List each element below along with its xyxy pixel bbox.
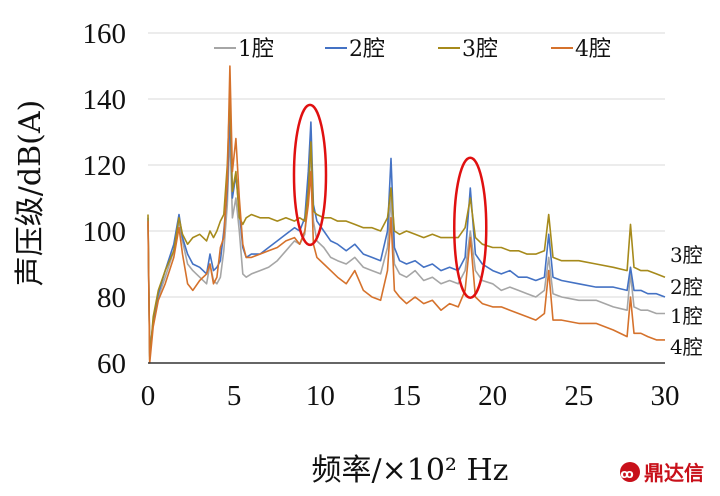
series-line-3 — [147, 91, 666, 361]
x-tick-label: 0 — [141, 380, 156, 412]
y-tick-labels: 60 80 100 120 140 160 — [83, 18, 127, 380]
legend-label: 3腔 — [462, 37, 498, 62]
legend-label: 2腔 — [349, 37, 385, 62]
y-tick-label: 80 — [97, 282, 126, 314]
gridlines — [148, 32, 665, 298]
x-tick-label: 25 — [564, 380, 593, 412]
x-tick-label: 5 — [227, 380, 242, 412]
x-tick-label: 15 — [392, 380, 421, 412]
y-tick-label: 120 — [83, 150, 127, 182]
x-tick-label: 10 — [306, 380, 335, 412]
series-end-label: 1腔 — [670, 304, 703, 328]
series-line-2 — [147, 111, 666, 358]
x-tick-label: 20 — [478, 380, 507, 412]
series-lines — [147, 65, 666, 364]
y-tick-label: 60 — [97, 348, 126, 380]
series-end-label: 3腔 — [670, 243, 703, 267]
highlight-ellipse-1 — [292, 103, 328, 247]
x-axis-title: 频率/×10² Hz — [312, 453, 509, 488]
watermark-logo-icon — [620, 462, 640, 482]
series-end-labels: 1腔 2腔 3腔 4腔 — [670, 243, 703, 359]
y-tick-label: 160 — [83, 18, 127, 50]
highlight-ellipses — [292, 103, 488, 299]
legend-label: 4腔 — [575, 37, 611, 62]
legend: 1腔 2腔 3腔 4腔 — [214, 37, 611, 62]
legend-label: 1腔 — [238, 37, 274, 62]
y-tick-label: 140 — [83, 84, 127, 116]
y-tick-label: 100 — [83, 216, 127, 248]
watermark: ꝏ 鼎达信 — [620, 461, 704, 485]
y-axis-title: 声压级/dB(A) — [13, 100, 48, 286]
series-end-label: 4腔 — [670, 335, 703, 359]
highlight-ellipse-2 — [453, 156, 488, 299]
x-tick-label: 30 — [651, 380, 680, 412]
series-end-label: 2腔 — [670, 275, 703, 299]
series-line-4 — [147, 65, 665, 364]
x-tick-labels: 0 5 10 15 20 25 30 — [141, 380, 680, 412]
watermark-text: 鼎达信 — [644, 461, 704, 485]
watermark-logo-glyph: ꝏ — [620, 467, 633, 481]
